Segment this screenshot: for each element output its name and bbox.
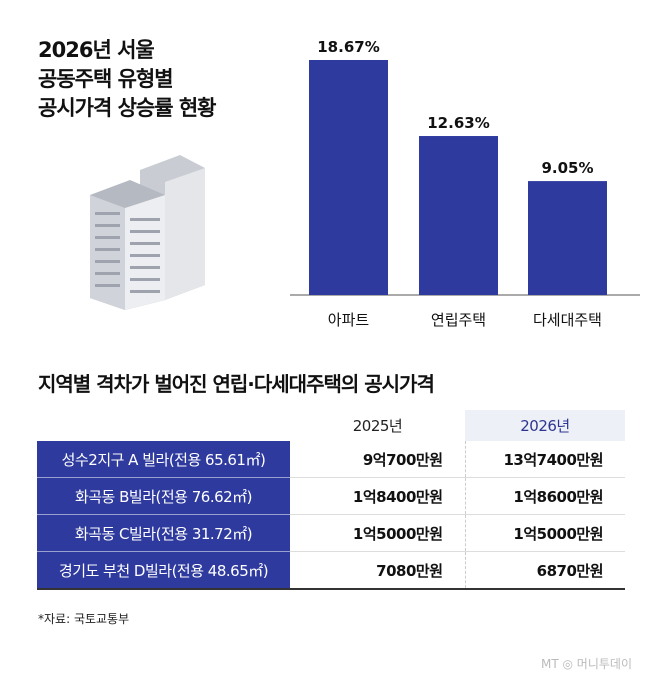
building-illustration [90, 155, 205, 310]
category-label: 아파트 [328, 311, 370, 329]
data-label: 18.67% [317, 38, 379, 56]
logo: MT ◎ 머니투데이 [541, 657, 632, 671]
value-2025: 7080만원 [290, 551, 465, 590]
bar [528, 181, 607, 295]
value-2026: 1억5000만원 [464, 514, 625, 552]
chart-title: 2026년 서울 공동주택 유형별 공시가격 상승률 현황 [38, 38, 217, 120]
table-title: 지역별 격차가 벌어진 연립·다세대주택의 공시가격 [38, 372, 435, 396]
value-2026: 6870만원 [464, 551, 625, 590]
value-2025: 9억700만원 [290, 441, 465, 478]
bar [419, 136, 498, 295]
category-label: 연립주택 [431, 311, 486, 329]
bar [309, 60, 388, 295]
table-row: 경기도 부천 D빌라(전용 48.65㎡) 7080만원 6870만원 [37, 551, 625, 590]
table-row: 화곡동 C빌라(전용 31.72㎡) 1억5000만원 1억5000만원 [37, 514, 625, 552]
value-2026: 1억8600만원 [464, 477, 625, 515]
price-table: 2025년 2026년 성수2지구 A 빌라(전용 65.61㎡) 9억700만… [37, 410, 625, 590]
table-header: 2025년 2026년 [37, 410, 625, 441]
row-label: 화곡동 C빌라(전용 31.72㎡) [37, 514, 290, 552]
value-2025: 1억8400만원 [290, 477, 465, 515]
row-label: 경기도 부천 D빌라(전용 48.65㎡) [37, 551, 290, 590]
header-2026: 2026년 [465, 410, 625, 441]
value-2025: 1억5000만원 [290, 514, 465, 552]
table-row: 성수2지구 A 빌라(전용 65.61㎡) 9억700만원 13억7400만원 [37, 441, 625, 478]
table-row: 화곡동 B빌라(전용 76.62㎡) 1억8400만원 1억8600만원 [37, 477, 625, 515]
value-2026: 13억7400만원 [464, 441, 625, 478]
category-label: 다세대주택 [533, 311, 602, 329]
data-label: 9.05% [541, 159, 593, 177]
row-label: 성수2지구 A 빌라(전용 65.61㎡) [37, 441, 290, 478]
row-label: 화곡동 B빌라(전용 76.62㎡) [37, 477, 290, 515]
source: *자료: 국토교통부 [38, 612, 130, 626]
header-2025: 2025년 [352, 417, 403, 435]
bar-chart: 18.67% 아파트 12.63% 연립주택 9.05% 다세대주택 [290, 38, 640, 329]
data-label: 12.63% [427, 114, 489, 132]
